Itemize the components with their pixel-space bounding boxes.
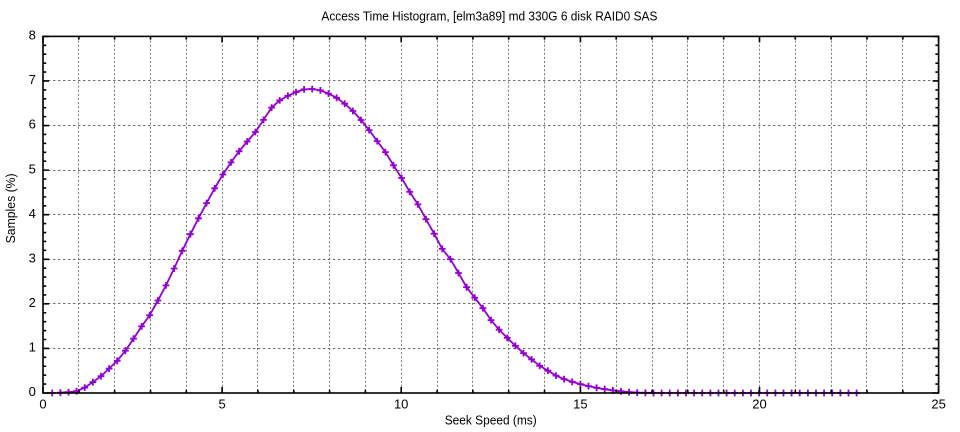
svg-text:5: 5 <box>218 397 225 412</box>
svg-text:Seek Speed (ms): Seek Speed (ms) <box>445 413 537 428</box>
svg-text:Samples (%): Samples (%) <box>3 173 18 243</box>
svg-text:Access Time Histogram, [elm3a8: Access Time Histogram, [elm3a89] md 330G… <box>321 9 657 24</box>
svg-text:25: 25 <box>931 397 945 412</box>
svg-text:7: 7 <box>29 72 36 87</box>
svg-text:3: 3 <box>29 251 36 266</box>
svg-text:6: 6 <box>29 117 36 132</box>
svg-text:20: 20 <box>752 397 766 412</box>
svg-text:8: 8 <box>29 28 36 43</box>
svg-text:5: 5 <box>29 161 36 176</box>
svg-text:2: 2 <box>29 295 36 310</box>
svg-text:0: 0 <box>39 397 46 412</box>
svg-text:4: 4 <box>29 206 36 221</box>
svg-text:0: 0 <box>29 384 36 399</box>
svg-text:10: 10 <box>394 397 408 412</box>
svg-text:1: 1 <box>29 340 36 355</box>
svg-text:15: 15 <box>573 397 587 412</box>
